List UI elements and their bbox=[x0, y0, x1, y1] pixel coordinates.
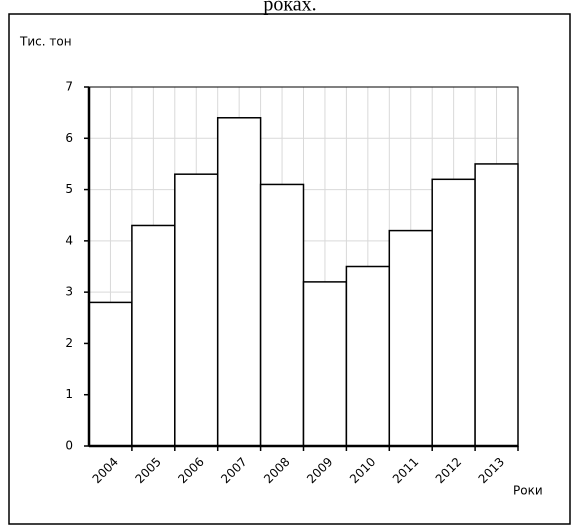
bar bbox=[259, 183, 305, 447]
y-tick-label: 4 bbox=[65, 233, 73, 247]
y-tick-label: 5 bbox=[65, 182, 73, 196]
bar bbox=[88, 301, 133, 447]
chart-title: роках. bbox=[263, 0, 316, 16]
bar bbox=[345, 265, 391, 447]
y-tick-label: 1 bbox=[65, 387, 73, 401]
bar bbox=[174, 173, 219, 447]
y-tick-label: 2 bbox=[65, 336, 73, 350]
bar bbox=[388, 229, 433, 447]
bar bbox=[431, 178, 476, 447]
y-tick-label: 0 bbox=[65, 439, 73, 453]
y-axis-label: Тис. тон bbox=[19, 35, 72, 49]
bar bbox=[302, 281, 348, 447]
y-tick-label: 6 bbox=[65, 131, 73, 145]
bar bbox=[216, 117, 262, 447]
bar bbox=[474, 163, 519, 447]
y-tick-label: 7 bbox=[65, 80, 73, 94]
plot-border bbox=[88, 86, 519, 447]
y-tick-label: 3 bbox=[65, 285, 73, 299]
x-axis-label: Роки bbox=[513, 484, 543, 498]
bar bbox=[131, 224, 176, 447]
